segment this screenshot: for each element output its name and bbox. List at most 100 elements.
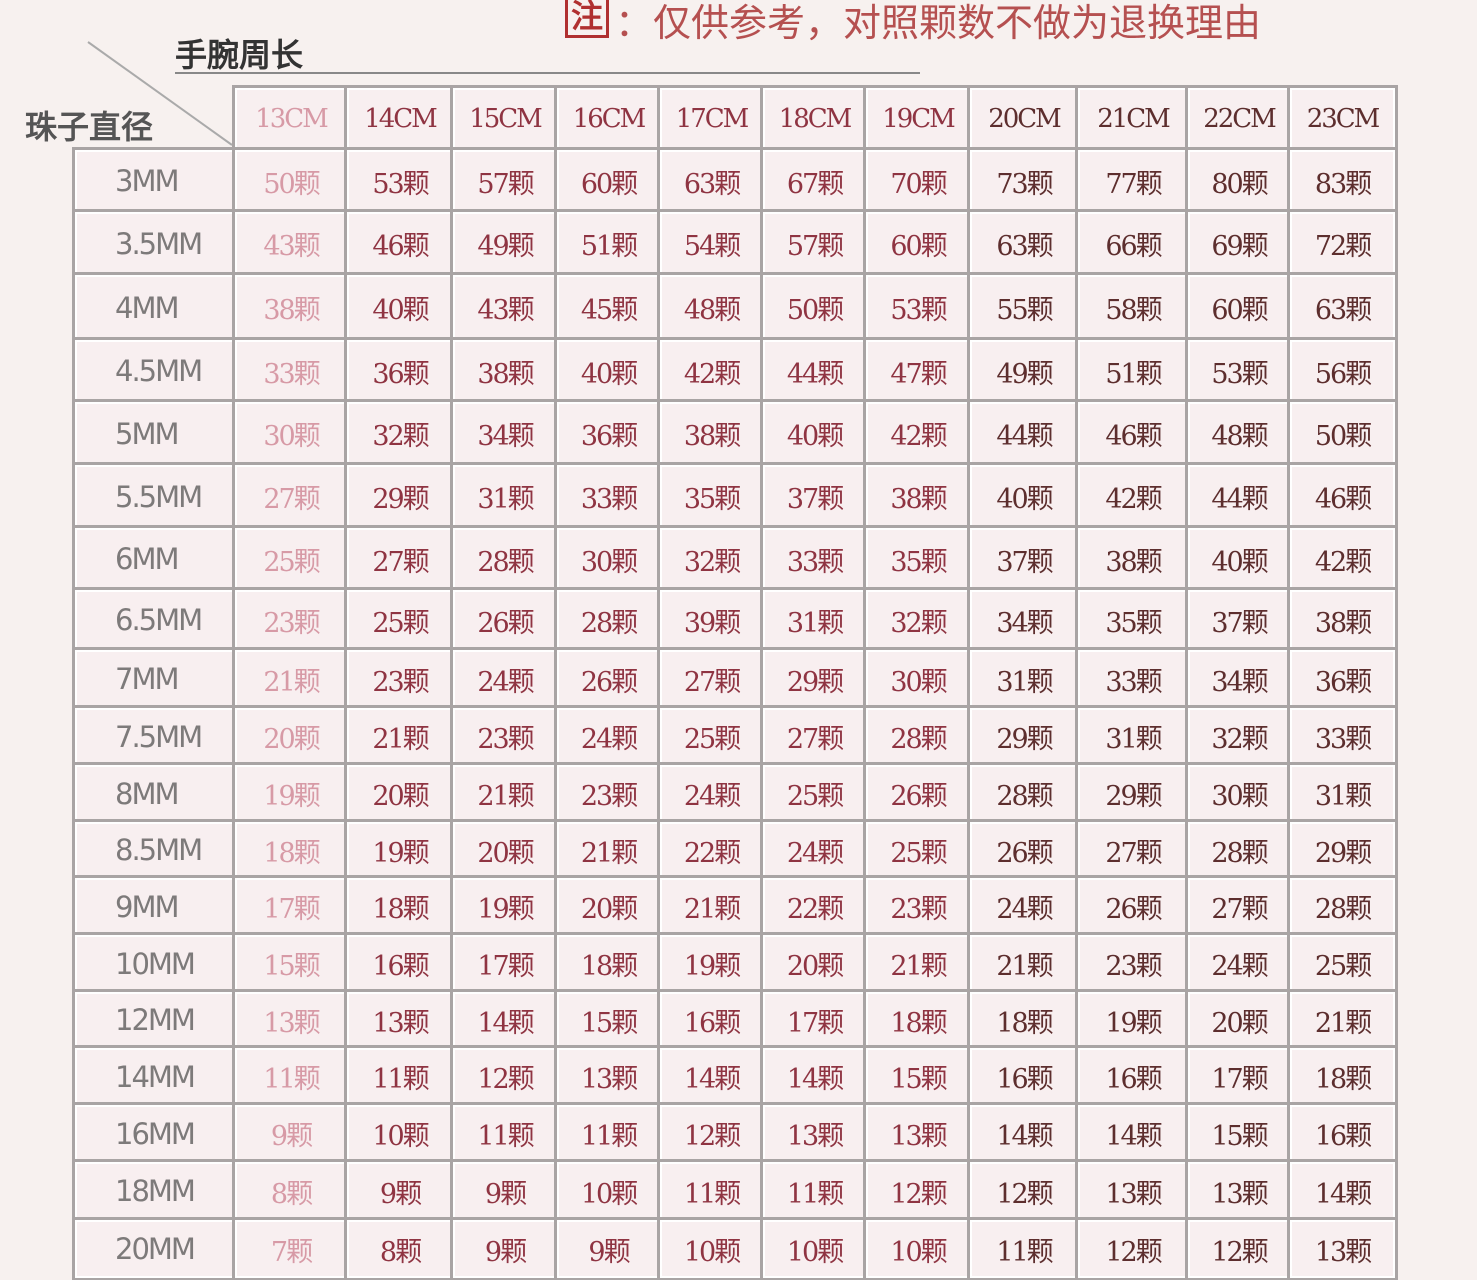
cell: 38颗 xyxy=(450,337,560,405)
cell: 13颗 xyxy=(863,1102,973,1165)
cell: 38颗 xyxy=(863,462,973,531)
cell: 29颗 xyxy=(344,462,456,531)
cell: 25颗 xyxy=(232,525,350,593)
cell: 9颗 xyxy=(450,1217,560,1280)
cell: 44颗 xyxy=(760,337,869,405)
cell: 40颗 xyxy=(760,399,869,468)
cell: 21颗 xyxy=(967,932,1081,995)
cell: 18颗 xyxy=(967,989,1081,1051)
cell: 15颗 xyxy=(554,989,663,1051)
underline xyxy=(175,72,920,74)
cell: 13颗 xyxy=(1185,1159,1293,1223)
cell: 56颗 xyxy=(1287,337,1398,405)
cell: 21颗 xyxy=(1287,989,1398,1051)
cell: 46颗 xyxy=(344,209,456,278)
cell: 30颗 xyxy=(1185,762,1293,825)
cell: 46颗 xyxy=(1287,462,1398,531)
cell: 63颗 xyxy=(657,147,766,215)
cell: 19颗 xyxy=(1075,989,1191,1051)
cell: 28颗 xyxy=(1185,819,1293,881)
cell: 38颗 xyxy=(1287,587,1398,653)
cell: 16颗 xyxy=(1287,1102,1398,1165)
cell: 20颗 xyxy=(232,705,350,768)
row-label: 7.5MM xyxy=(72,705,238,768)
cell: 14颗 xyxy=(1287,1159,1398,1223)
cell: 10颗 xyxy=(344,1102,456,1165)
cell: 23颗 xyxy=(1075,932,1191,995)
cell: 49颗 xyxy=(450,209,560,278)
cell: 42颗 xyxy=(657,337,766,405)
column-header: 20CM xyxy=(967,85,1081,153)
cell: 63颗 xyxy=(967,209,1081,278)
cell: 18颗 xyxy=(863,989,973,1051)
cell: 51颗 xyxy=(554,209,663,278)
cell: 70颗 xyxy=(863,147,973,215)
note-text: ：仅供参考，对照颗数不做为退换理由 xyxy=(615,1,1262,45)
cell: 72颗 xyxy=(1287,209,1398,278)
cell: 37颗 xyxy=(1185,587,1293,653)
cell: 39颗 xyxy=(657,587,766,653)
cell: 57颗 xyxy=(760,209,869,278)
cell: 30颗 xyxy=(232,399,350,468)
cell: 14颗 xyxy=(760,1045,869,1108)
cell: 27颗 xyxy=(760,705,869,768)
cell: 17颗 xyxy=(450,932,560,995)
cell: 11颗 xyxy=(232,1045,350,1108)
column-header: 21CM xyxy=(1075,85,1191,153)
row-label: 16MM xyxy=(72,1102,238,1165)
row-label: 6MM xyxy=(72,525,238,593)
cell: 7颗 xyxy=(232,1217,350,1280)
cell: 12颗 xyxy=(967,1159,1081,1223)
cell: 35颗 xyxy=(863,525,973,593)
cell: 45颗 xyxy=(554,272,663,343)
cell: 27颗 xyxy=(657,647,766,711)
cell: 55颗 xyxy=(967,272,1081,343)
cell: 13颗 xyxy=(760,1102,869,1165)
column-header: 16CM xyxy=(554,85,663,153)
cell: 19颗 xyxy=(657,932,766,995)
cell: 33颗 xyxy=(232,337,350,405)
cell: 21颗 xyxy=(657,875,766,938)
cell: 12颗 xyxy=(863,1159,973,1223)
cell: 57颗 xyxy=(450,147,560,215)
cell: 38颗 xyxy=(232,272,350,343)
cell: 13颗 xyxy=(232,989,350,1051)
cell: 27颗 xyxy=(232,462,350,531)
corner-left: 珠子直径 xyxy=(25,108,154,146)
cell: 21颗 xyxy=(450,762,560,825)
cell: 26颗 xyxy=(1075,875,1191,938)
column-header: 19CM xyxy=(863,85,973,153)
column-header: 13CM xyxy=(232,85,350,153)
cell: 21颗 xyxy=(863,932,973,995)
cell: 32颗 xyxy=(657,525,766,593)
cell: 21颗 xyxy=(554,819,663,881)
cell: 16颗 xyxy=(967,1045,1081,1108)
cell: 13颗 xyxy=(344,989,456,1051)
cell: 25颗 xyxy=(344,587,456,653)
cell: 9颗 xyxy=(450,1159,560,1223)
cell: 32颗 xyxy=(863,587,973,653)
cell: 50颗 xyxy=(1287,399,1398,468)
cell: 23颗 xyxy=(344,647,456,711)
row-label: 3.5MM xyxy=(72,209,238,278)
corner-diagonal xyxy=(87,41,233,146)
cell: 8颗 xyxy=(344,1217,456,1280)
cell: 25颗 xyxy=(1287,932,1398,995)
cell: 47颗 xyxy=(863,337,973,405)
cell: 48颗 xyxy=(657,272,766,343)
cell: 34颗 xyxy=(967,587,1081,653)
cell: 46颗 xyxy=(1075,399,1191,468)
cell: 18颗 xyxy=(554,932,663,995)
cell: 10颗 xyxy=(554,1159,663,1223)
cell: 49颗 xyxy=(967,337,1081,405)
cell: 20颗 xyxy=(450,819,560,881)
cell: 11颗 xyxy=(344,1045,456,1108)
cell: 29颗 xyxy=(760,647,869,711)
cell: 9颗 xyxy=(344,1159,456,1223)
cell: 11颗 xyxy=(554,1102,663,1165)
cell: 23颗 xyxy=(232,587,350,653)
cell: 69颗 xyxy=(1185,209,1293,278)
cell: 31颗 xyxy=(1287,762,1398,825)
cell: 14颗 xyxy=(657,1045,766,1108)
